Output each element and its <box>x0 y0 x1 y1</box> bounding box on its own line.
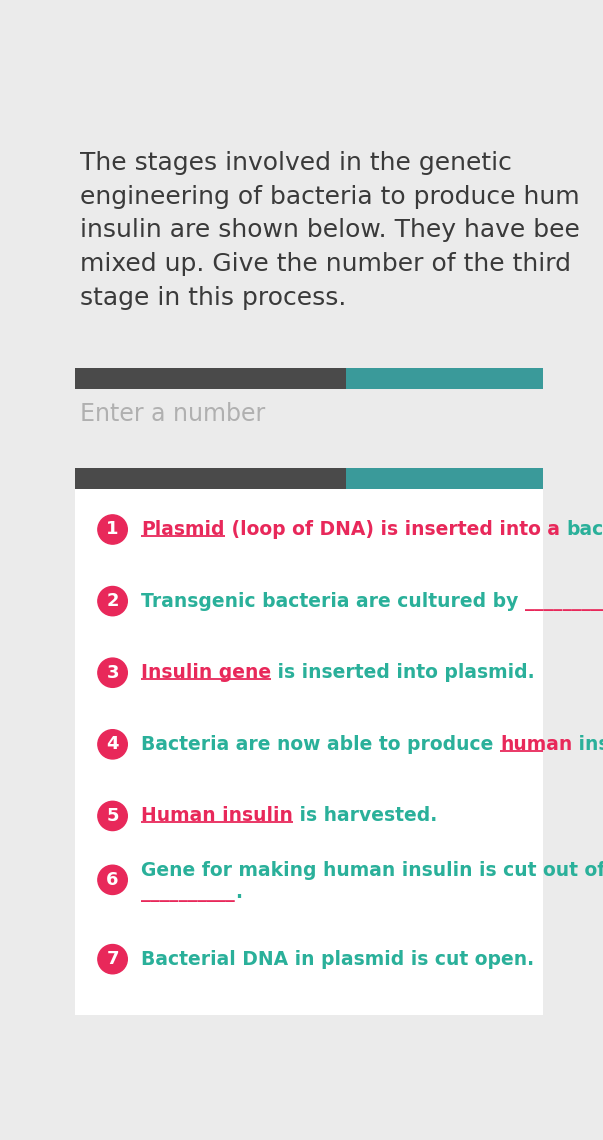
Text: bacterium: bacterium <box>566 520 603 539</box>
Text: Transgenic bacteria are cultured by: Transgenic bacteria are cultured by <box>141 592 525 611</box>
Text: Gene for making human insulin is cut out of human: Gene for making human insulin is cut out… <box>141 861 603 880</box>
Text: human: human <box>500 735 572 754</box>
Text: 4: 4 <box>106 735 119 754</box>
FancyBboxPatch shape <box>346 368 543 390</box>
FancyBboxPatch shape <box>75 467 346 489</box>
Text: Bacterial DNA in plasmid is cut open.: Bacterial DNA in plasmid is cut open. <box>141 950 534 969</box>
Circle shape <box>98 865 127 895</box>
Text: Human insulin: Human insulin <box>141 806 293 825</box>
Text: Bacteria are now able to produce: Bacteria are now able to produce <box>141 735 500 754</box>
Circle shape <box>98 515 127 544</box>
FancyBboxPatch shape <box>75 390 543 467</box>
Text: 2: 2 <box>106 592 119 610</box>
FancyBboxPatch shape <box>346 467 543 489</box>
Text: .: . <box>235 882 242 902</box>
Text: 7: 7 <box>106 950 119 968</box>
Circle shape <box>98 730 127 759</box>
Text: 5: 5 <box>106 807 119 825</box>
Text: Enter a number: Enter a number <box>80 401 265 425</box>
Text: The stages involved in the genetic
engineering of bacteria to produce hum
insuli: The stages involved in the genetic engin… <box>80 150 580 310</box>
Circle shape <box>98 801 127 831</box>
Text: __________: __________ <box>141 882 235 902</box>
FancyBboxPatch shape <box>75 368 346 390</box>
FancyBboxPatch shape <box>75 489 543 1015</box>
Text: 6: 6 <box>106 871 119 889</box>
Text: Insulin gene: Insulin gene <box>141 663 271 682</box>
Text: Plasmid: Plasmid <box>141 520 225 539</box>
Circle shape <box>98 658 127 687</box>
Text: (loop of DNA) is inserted into a: (loop of DNA) is inserted into a <box>225 520 566 539</box>
Text: is inserted into plasmid.: is inserted into plasmid. <box>271 663 535 682</box>
Circle shape <box>98 945 127 974</box>
Circle shape <box>98 586 127 616</box>
Text: 1: 1 <box>106 521 119 538</box>
Text: is harvested.: is harvested. <box>293 806 437 825</box>
Text: __________: __________ <box>525 592 603 611</box>
Text: 3: 3 <box>106 663 119 682</box>
Text: insulin.: insulin. <box>572 735 603 754</box>
